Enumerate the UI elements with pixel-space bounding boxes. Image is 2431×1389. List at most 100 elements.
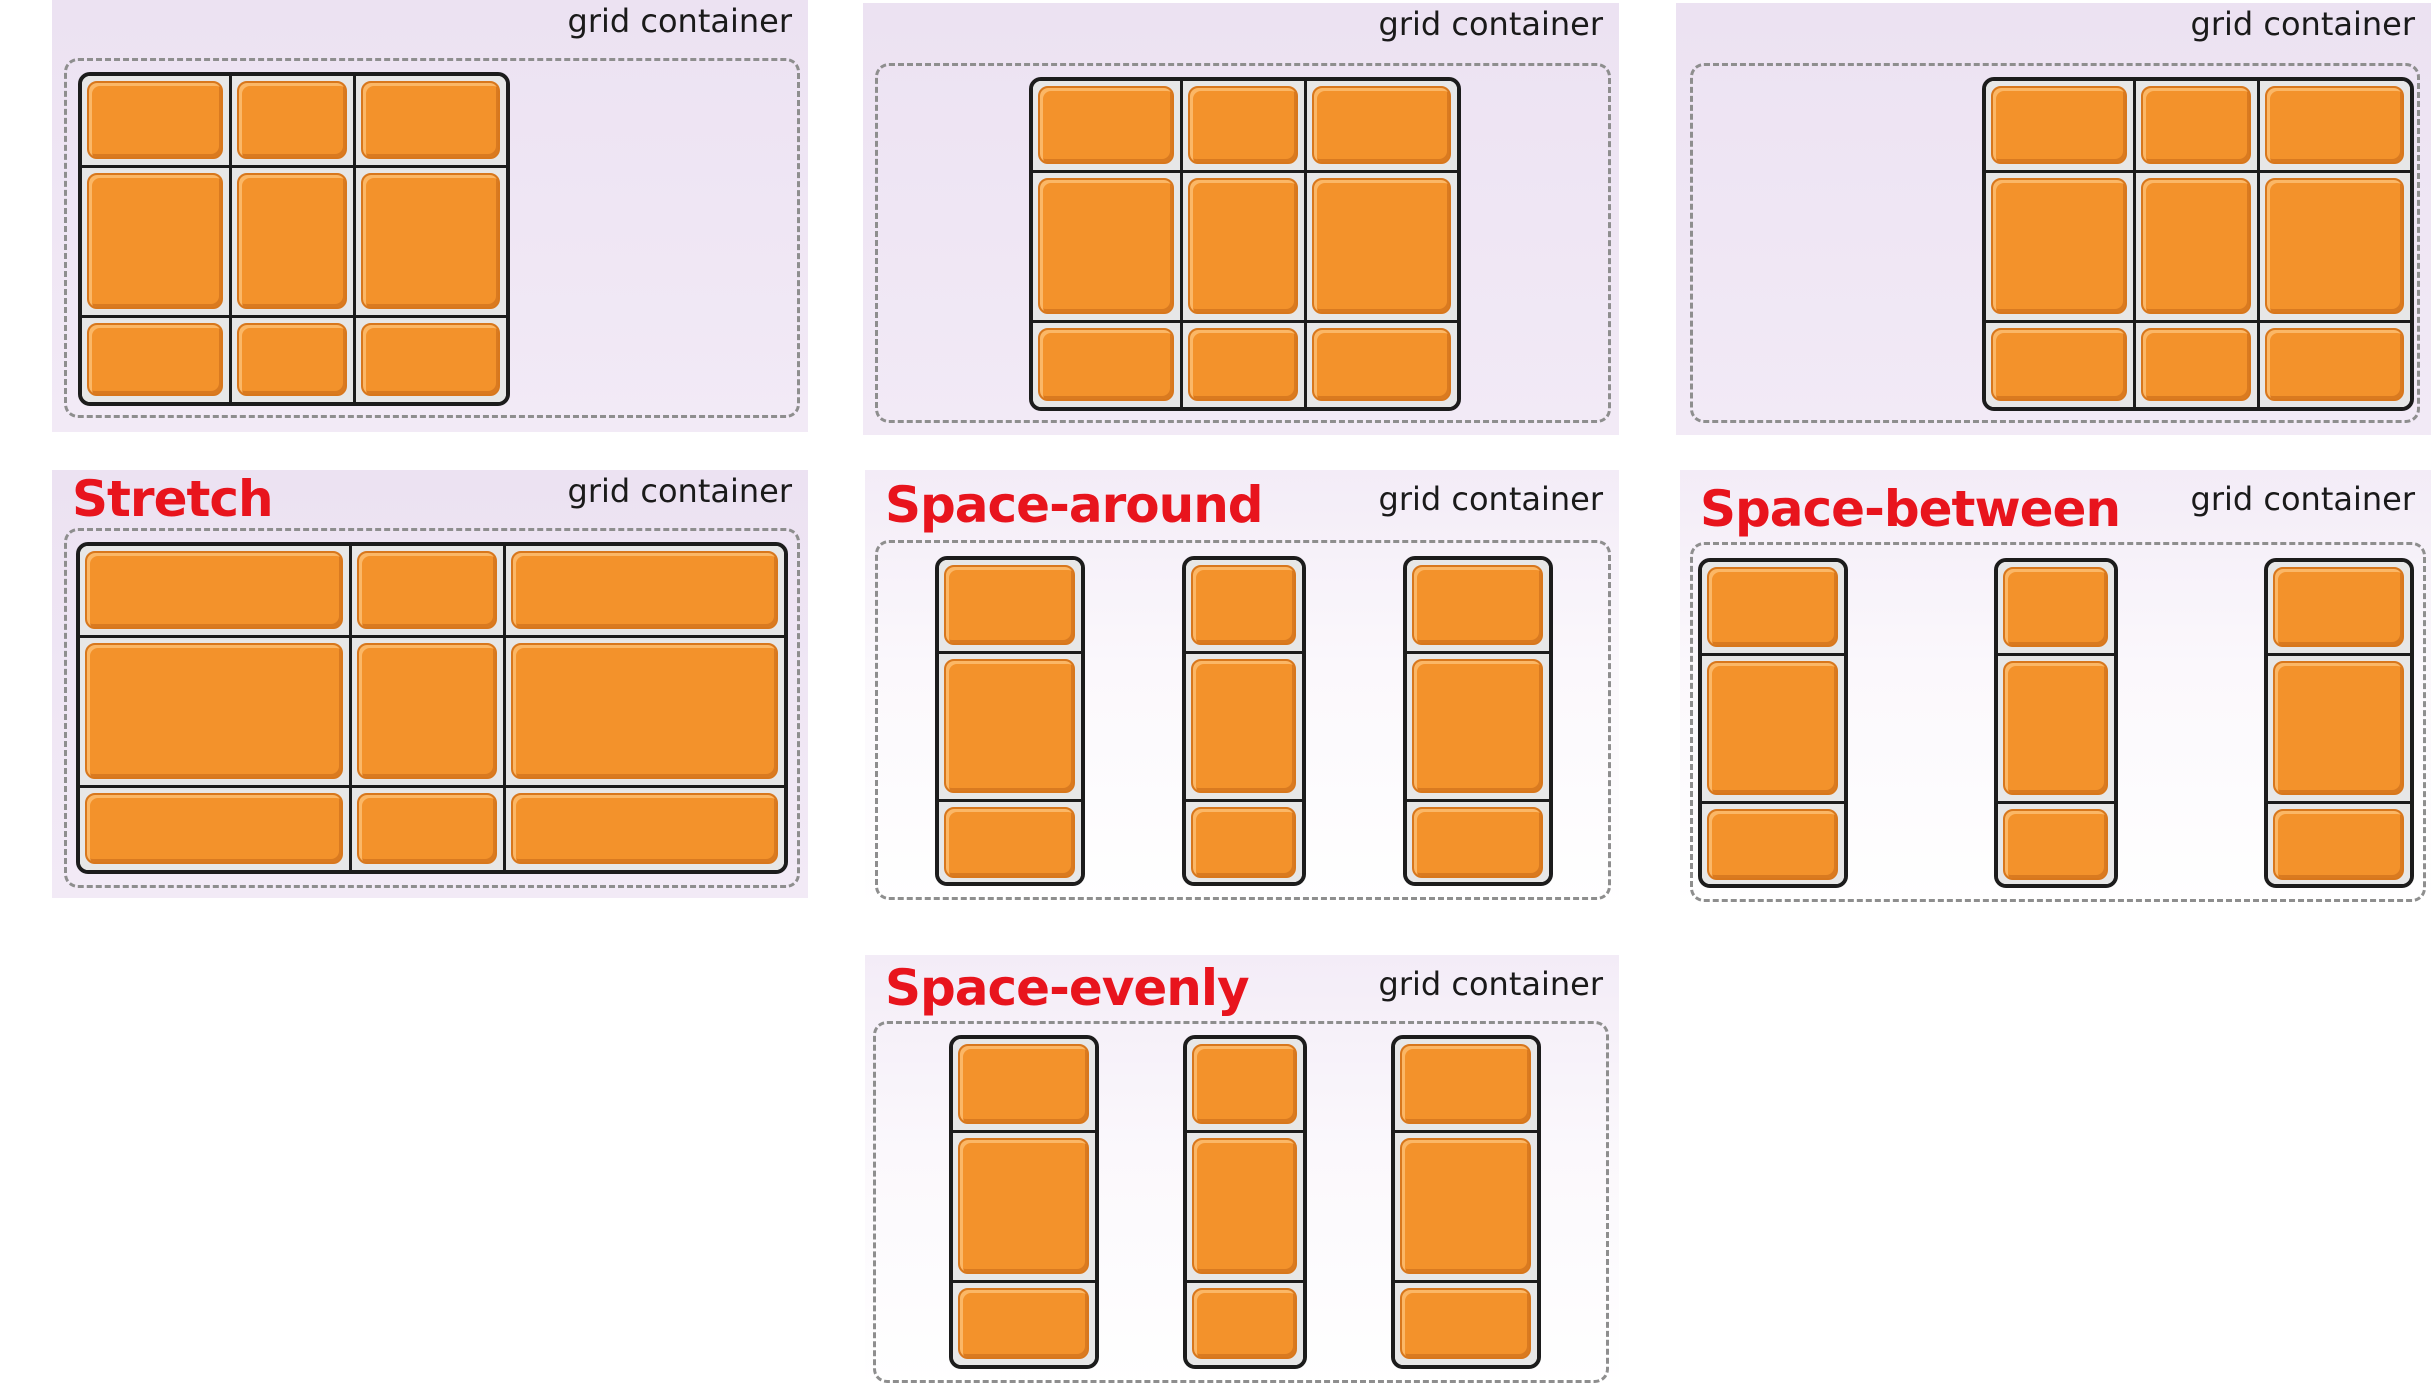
panel-space-around: Space-around grid container (865, 470, 1619, 910)
grid-container-outline (875, 540, 1611, 900)
grid (78, 72, 510, 406)
grid-cell (953, 1133, 1095, 1283)
grid-cell (1187, 1133, 1303, 1283)
grid-cell (1033, 173, 1183, 323)
grid-container-label: grid container (1378, 965, 1603, 1003)
grid-item (85, 551, 343, 629)
grid (1698, 558, 2414, 888)
grid-item (1038, 86, 1174, 164)
grid-container-outline (1690, 63, 2420, 423)
grid-cell (1307, 81, 1457, 173)
grid-cell (1307, 323, 1457, 407)
panel-title: Space-between (1700, 480, 2121, 538)
grid-item (85, 643, 343, 779)
grid-cell (1186, 802, 1302, 882)
grid-item (1188, 178, 1298, 314)
grid-item (1707, 661, 1838, 795)
grid-cell (1183, 81, 1307, 173)
grid (76, 542, 788, 874)
grid-item (1707, 567, 1838, 647)
grid-cell (1702, 656, 1844, 804)
panel-title: Space-evenly (885, 959, 1250, 1017)
panel-space-between: Space-between grid container (1680, 470, 2431, 910)
grid-cell (2136, 323, 2260, 407)
grid-item (1191, 659, 1296, 793)
grid-cell (232, 168, 356, 318)
grid-cell (352, 546, 506, 638)
panel-end: grid container (1676, 3, 2431, 435)
grid-item (944, 807, 1075, 878)
grid-cell (953, 1283, 1095, 1365)
grid-container-label: grid container (2190, 5, 2415, 43)
grid-cell (82, 168, 232, 318)
grid-item (2265, 178, 2404, 314)
grid-cell (356, 76, 506, 168)
grid-item (2003, 661, 2108, 795)
grid-item (361, 173, 500, 309)
grid-cell (2268, 804, 2410, 884)
grid-item (1192, 1288, 1297, 1359)
grid-item (958, 1044, 1089, 1124)
grid-cell (1407, 802, 1549, 882)
grid-item (85, 793, 343, 864)
grid-container-label: grid container (1378, 480, 1603, 518)
grid-cell (2260, 81, 2410, 173)
grid-column (1391, 1035, 1541, 1369)
grid-cell (2136, 173, 2260, 323)
grid-item (357, 793, 497, 864)
grid-cell (1395, 1133, 1537, 1283)
grid (1982, 77, 2414, 411)
grid-cell (1186, 560, 1302, 654)
grid-cell (506, 638, 784, 788)
grid-container-label: grid container (1378, 5, 1603, 43)
grid-cell (2136, 81, 2260, 173)
grid-cell (1186, 654, 1302, 802)
panel-center: grid container (863, 3, 1619, 435)
grid-item (1400, 1044, 1531, 1124)
grid-item (1412, 807, 1543, 878)
grid-cell (1183, 173, 1307, 323)
grid-cell (232, 318, 356, 402)
grid-cell (1187, 1039, 1303, 1133)
grid-cell (80, 546, 352, 638)
grid-column (1994, 558, 2118, 888)
grid-item (1312, 178, 1451, 314)
grid-column (935, 556, 1085, 886)
grid-item (2265, 328, 2404, 401)
grid-cell (1998, 656, 2114, 804)
grid (949, 1035, 1541, 1369)
grid-item (1400, 1288, 1531, 1359)
grid-cell (80, 638, 352, 788)
grid-cell (2260, 323, 2410, 407)
grid-item (2003, 809, 2108, 880)
grid-container-outline (64, 528, 800, 888)
grid-item (87, 81, 223, 159)
grid-item (2265, 86, 2404, 164)
grid-item (237, 323, 347, 396)
grid-item (1191, 807, 1296, 878)
grid-cell (1998, 804, 2114, 884)
grid-cell (1395, 1283, 1537, 1365)
grid-item (1707, 809, 1838, 880)
grid-container-label: grid container (2190, 480, 2415, 518)
grid-item (87, 323, 223, 396)
grid-item (361, 323, 500, 396)
grid-item (1192, 1044, 1297, 1124)
panel-title: Stretch (72, 470, 274, 528)
grid-item (1991, 328, 2127, 401)
grid-cell (232, 76, 356, 168)
grid-cell (1702, 804, 1844, 884)
grid-item (361, 81, 500, 159)
grid-cell (939, 802, 1081, 882)
grid-item (2141, 86, 2251, 164)
grid-cell (506, 788, 784, 870)
grid-column (1403, 556, 1553, 886)
grid-item (1400, 1138, 1531, 1274)
grid-cell (1986, 173, 2136, 323)
grid (1029, 77, 1461, 411)
grid-item (87, 173, 223, 309)
grid-item (1038, 328, 1174, 401)
grid-item (958, 1138, 1089, 1274)
grid-item (2141, 328, 2251, 401)
grid-cell (1998, 562, 2114, 656)
